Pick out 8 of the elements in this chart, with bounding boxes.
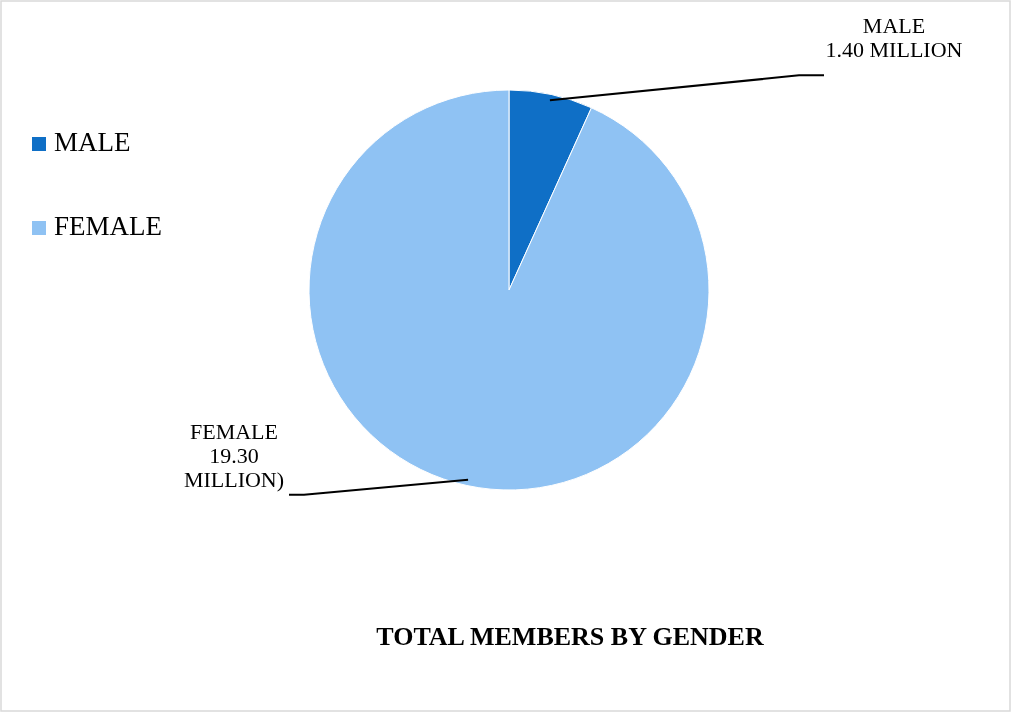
data-label: 1.40 MILLION xyxy=(825,37,963,63)
pie-slice xyxy=(308,89,710,491)
data-label: 19.30 MILLION) xyxy=(183,442,285,492)
legend-label: MALE xyxy=(54,127,131,157)
slice-label: MALE xyxy=(862,13,926,39)
legend-label: FEMALE xyxy=(54,211,162,241)
slice-label: FEMALE xyxy=(190,418,278,444)
text: TOTAL MEMBERS BY GENDER xyxy=(376,622,764,651)
